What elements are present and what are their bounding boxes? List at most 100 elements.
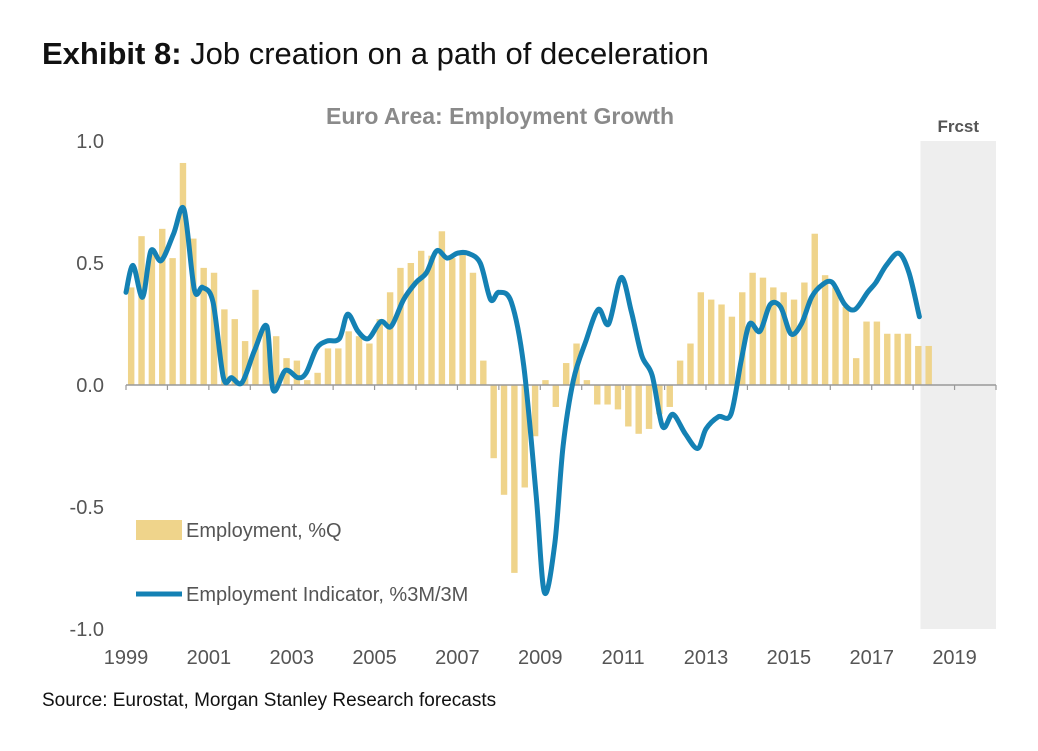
employment-bar — [707, 299, 715, 385]
employment-bar — [407, 263, 415, 385]
exhibit-title: Exhibit 8: Job creation on a path of dec… — [42, 36, 709, 72]
employment-bar — [676, 360, 684, 385]
employment-bar — [739, 292, 746, 385]
employment-bar — [625, 385, 632, 427]
employment-bar — [262, 328, 270, 385]
employment-bar — [304, 380, 311, 385]
x-tick-label: 2019 — [932, 647, 977, 669]
employment-bar — [915, 345, 922, 385]
employment-bar — [272, 336, 280, 385]
employment-bar — [552, 385, 560, 407]
legend-line-label: Employment Indicator, %3M/3M — [186, 584, 468, 606]
y-tick-label: 1.0 — [76, 131, 104, 153]
employment-bar — [241, 341, 249, 385]
employment-bar — [645, 385, 653, 429]
x-tick-label: 2017 — [849, 647, 894, 669]
employment-bar — [314, 372, 321, 385]
legend: Employment, %Q Employment Indicator, %3M… — [136, 520, 468, 606]
employment-bar — [438, 231, 446, 385]
employment-bar — [925, 345, 932, 385]
x-tick-label: 1999 — [104, 647, 149, 669]
chart-title: Euro Area: Employment Growth — [326, 103, 674, 129]
employment-bar — [770, 287, 777, 385]
exhibit-label: Exhibit 8: — [42, 36, 182, 71]
y-tick-label: 0.0 — [76, 375, 104, 397]
x-tick-label: 2001 — [187, 647, 232, 669]
y-tick-label: -0.5 — [70, 497, 104, 519]
employment-bar — [190, 238, 197, 385]
employment-bar — [159, 228, 166, 385]
employment-bar — [345, 331, 352, 385]
employment-bar — [687, 343, 694, 385]
employment-bar — [428, 255, 435, 385]
employment-bar — [449, 258, 456, 385]
employment-bar — [821, 275, 829, 385]
bars-layer — [127, 162, 932, 573]
employment-indicator-line — [123, 204, 922, 597]
employment-bar — [728, 316, 736, 385]
employment-bar — [324, 348, 332, 385]
employment-bar — [852, 358, 860, 385]
employment-bar — [417, 250, 425, 385]
employment-bar — [138, 236, 145, 385]
employment-bar — [749, 272, 756, 385]
employment-bar — [200, 267, 207, 385]
y-axis-labels: 1.0 0.5 0.0 -0.5 -1.0 — [70, 131, 104, 641]
employment-bar — [531, 385, 539, 437]
employment-bar — [366, 343, 373, 385]
legend-bar-swatch — [136, 520, 182, 540]
employment-bar — [873, 321, 881, 385]
employment-bar — [376, 319, 383, 385]
employment-bar — [252, 289, 259, 385]
source-note: Source: Eurostat, Morgan Stanley Researc… — [42, 690, 497, 711]
x-tick-label: 2009 — [518, 647, 563, 669]
employment-bar — [521, 385, 528, 488]
employment-bar — [459, 253, 466, 385]
employment-bar — [594, 385, 601, 405]
x-tick-label: 2011 — [602, 647, 645, 669]
employment-bar — [863, 321, 870, 385]
employment-bar — [490, 385, 497, 459]
employment-bar — [583, 380, 591, 385]
employment-bar — [666, 385, 673, 407]
x-tick-marks — [125, 385, 997, 390]
employment-bar — [480, 360, 487, 385]
employment-bar — [801, 282, 808, 385]
exhibit-title-text: Job creation on a path of deceleration — [190, 36, 709, 71]
employment-bar — [904, 333, 912, 385]
employment-bar — [697, 292, 705, 385]
employment-bar — [221, 309, 228, 385]
employment-bar — [894, 333, 901, 385]
employment-bar — [355, 336, 363, 385]
x-tick-label: 2013 — [684, 647, 729, 669]
x-tick-label: 2007 — [435, 647, 480, 669]
employment-bar — [759, 277, 767, 385]
employment-bar — [542, 380, 549, 385]
employment-bar — [231, 319, 238, 385]
employment-bar — [335, 348, 342, 385]
x-tick-label: 2003 — [269, 647, 314, 669]
employment-bar — [293, 360, 301, 385]
employment-bar — [718, 304, 725, 385]
employment-bar — [656, 385, 663, 415]
y-tick-label: 0.5 — [76, 253, 104, 275]
employment-bar — [614, 385, 622, 410]
employment-bar — [169, 258, 176, 385]
employment-bar — [148, 250, 156, 385]
employment-bar — [397, 267, 404, 385]
employment-bar — [635, 385, 642, 434]
x-tick-label: 2005 — [352, 647, 397, 669]
employment-bar — [210, 272, 218, 385]
employment-bar — [386, 292, 394, 385]
employment-bar — [832, 287, 839, 385]
x-tick-label: 2015 — [767, 647, 812, 669]
employment-bar — [842, 306, 850, 385]
employment-bar — [511, 385, 518, 573]
y-tick-label: -1.0 — [70, 619, 104, 641]
employment-bar — [500, 385, 508, 495]
employment-bar — [884, 333, 891, 385]
employment-bar — [811, 233, 818, 385]
employment-bar — [562, 363, 570, 385]
x-axis-labels: 1999 2001 2003 2005 2007 2009 2011 2013 2015 2017… — [104, 647, 977, 669]
